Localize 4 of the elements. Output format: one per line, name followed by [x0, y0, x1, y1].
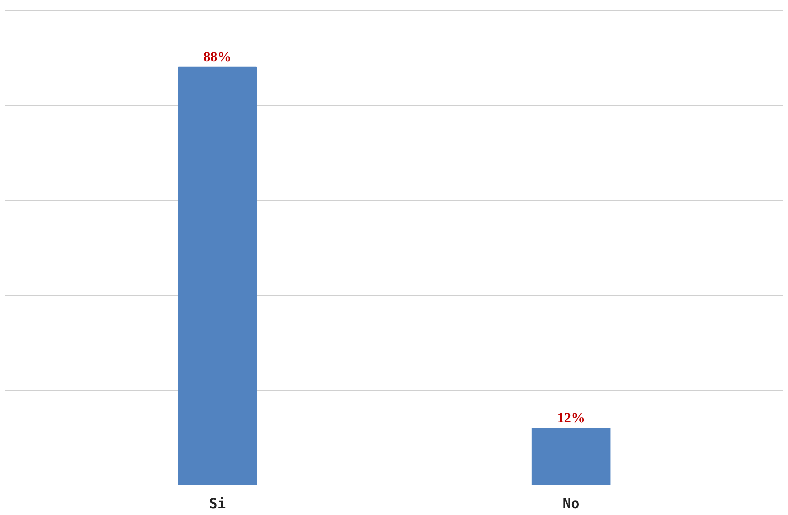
data-label: 88% [204, 50, 232, 66]
data-label: 12% [557, 411, 586, 426]
x-tick-label: Si [209, 496, 226, 512]
x-tick-label: No [562, 496, 580, 512]
